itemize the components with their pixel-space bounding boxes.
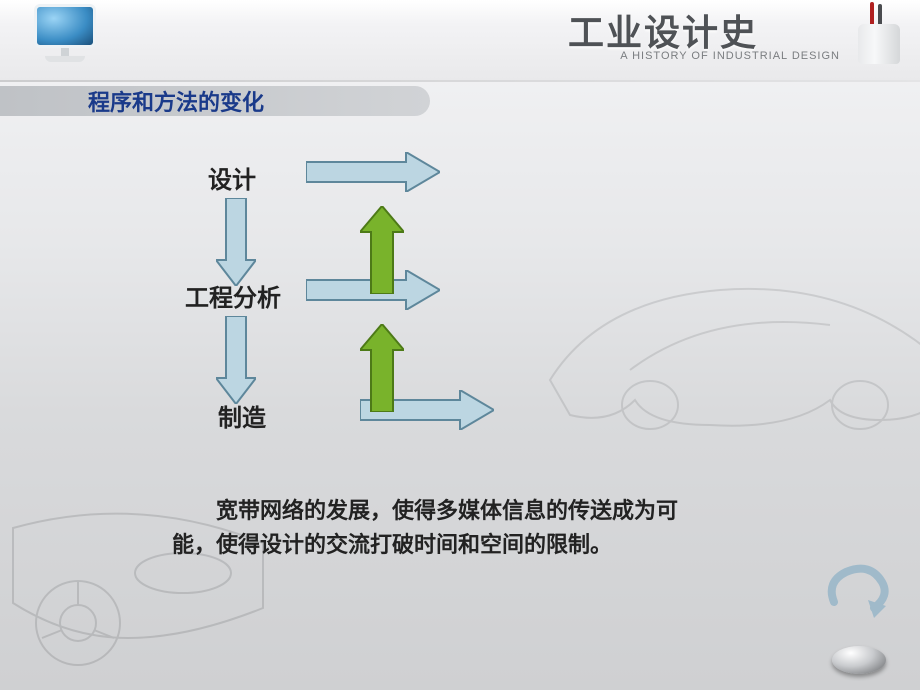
flow-node-design: 设计 [208,160,256,195]
page-subtitle-en: A HISTORY OF INDUSTRIAL DESIGN [620,50,840,62]
section-subtitle: 程序和方法的变化 [88,85,264,117]
pencil-cup-icon [858,6,900,64]
page-title: 工业设计史 [568,4,758,56]
swirl-arrow-icon [824,560,892,620]
top-bar: 工业设计史 A HISTORY OF INDUSTRIAL DESIGN [0,0,920,80]
down-arrow-1 [216,316,256,404]
up-arrow-0 [360,206,404,294]
divider-line [0,80,920,82]
body-paragraph: 宽带网络的发展，使得多媒体信息的传送成为可能，使得设计的交流打破时间和空间的限制… [172,494,692,562]
car-sketch [540,230,920,450]
monitor-icon [28,4,102,66]
up-arrow-1 [360,324,404,412]
h-arrow-0 [306,152,440,192]
mouse-icon [832,646,886,674]
down-arrow-0 [216,198,256,286]
